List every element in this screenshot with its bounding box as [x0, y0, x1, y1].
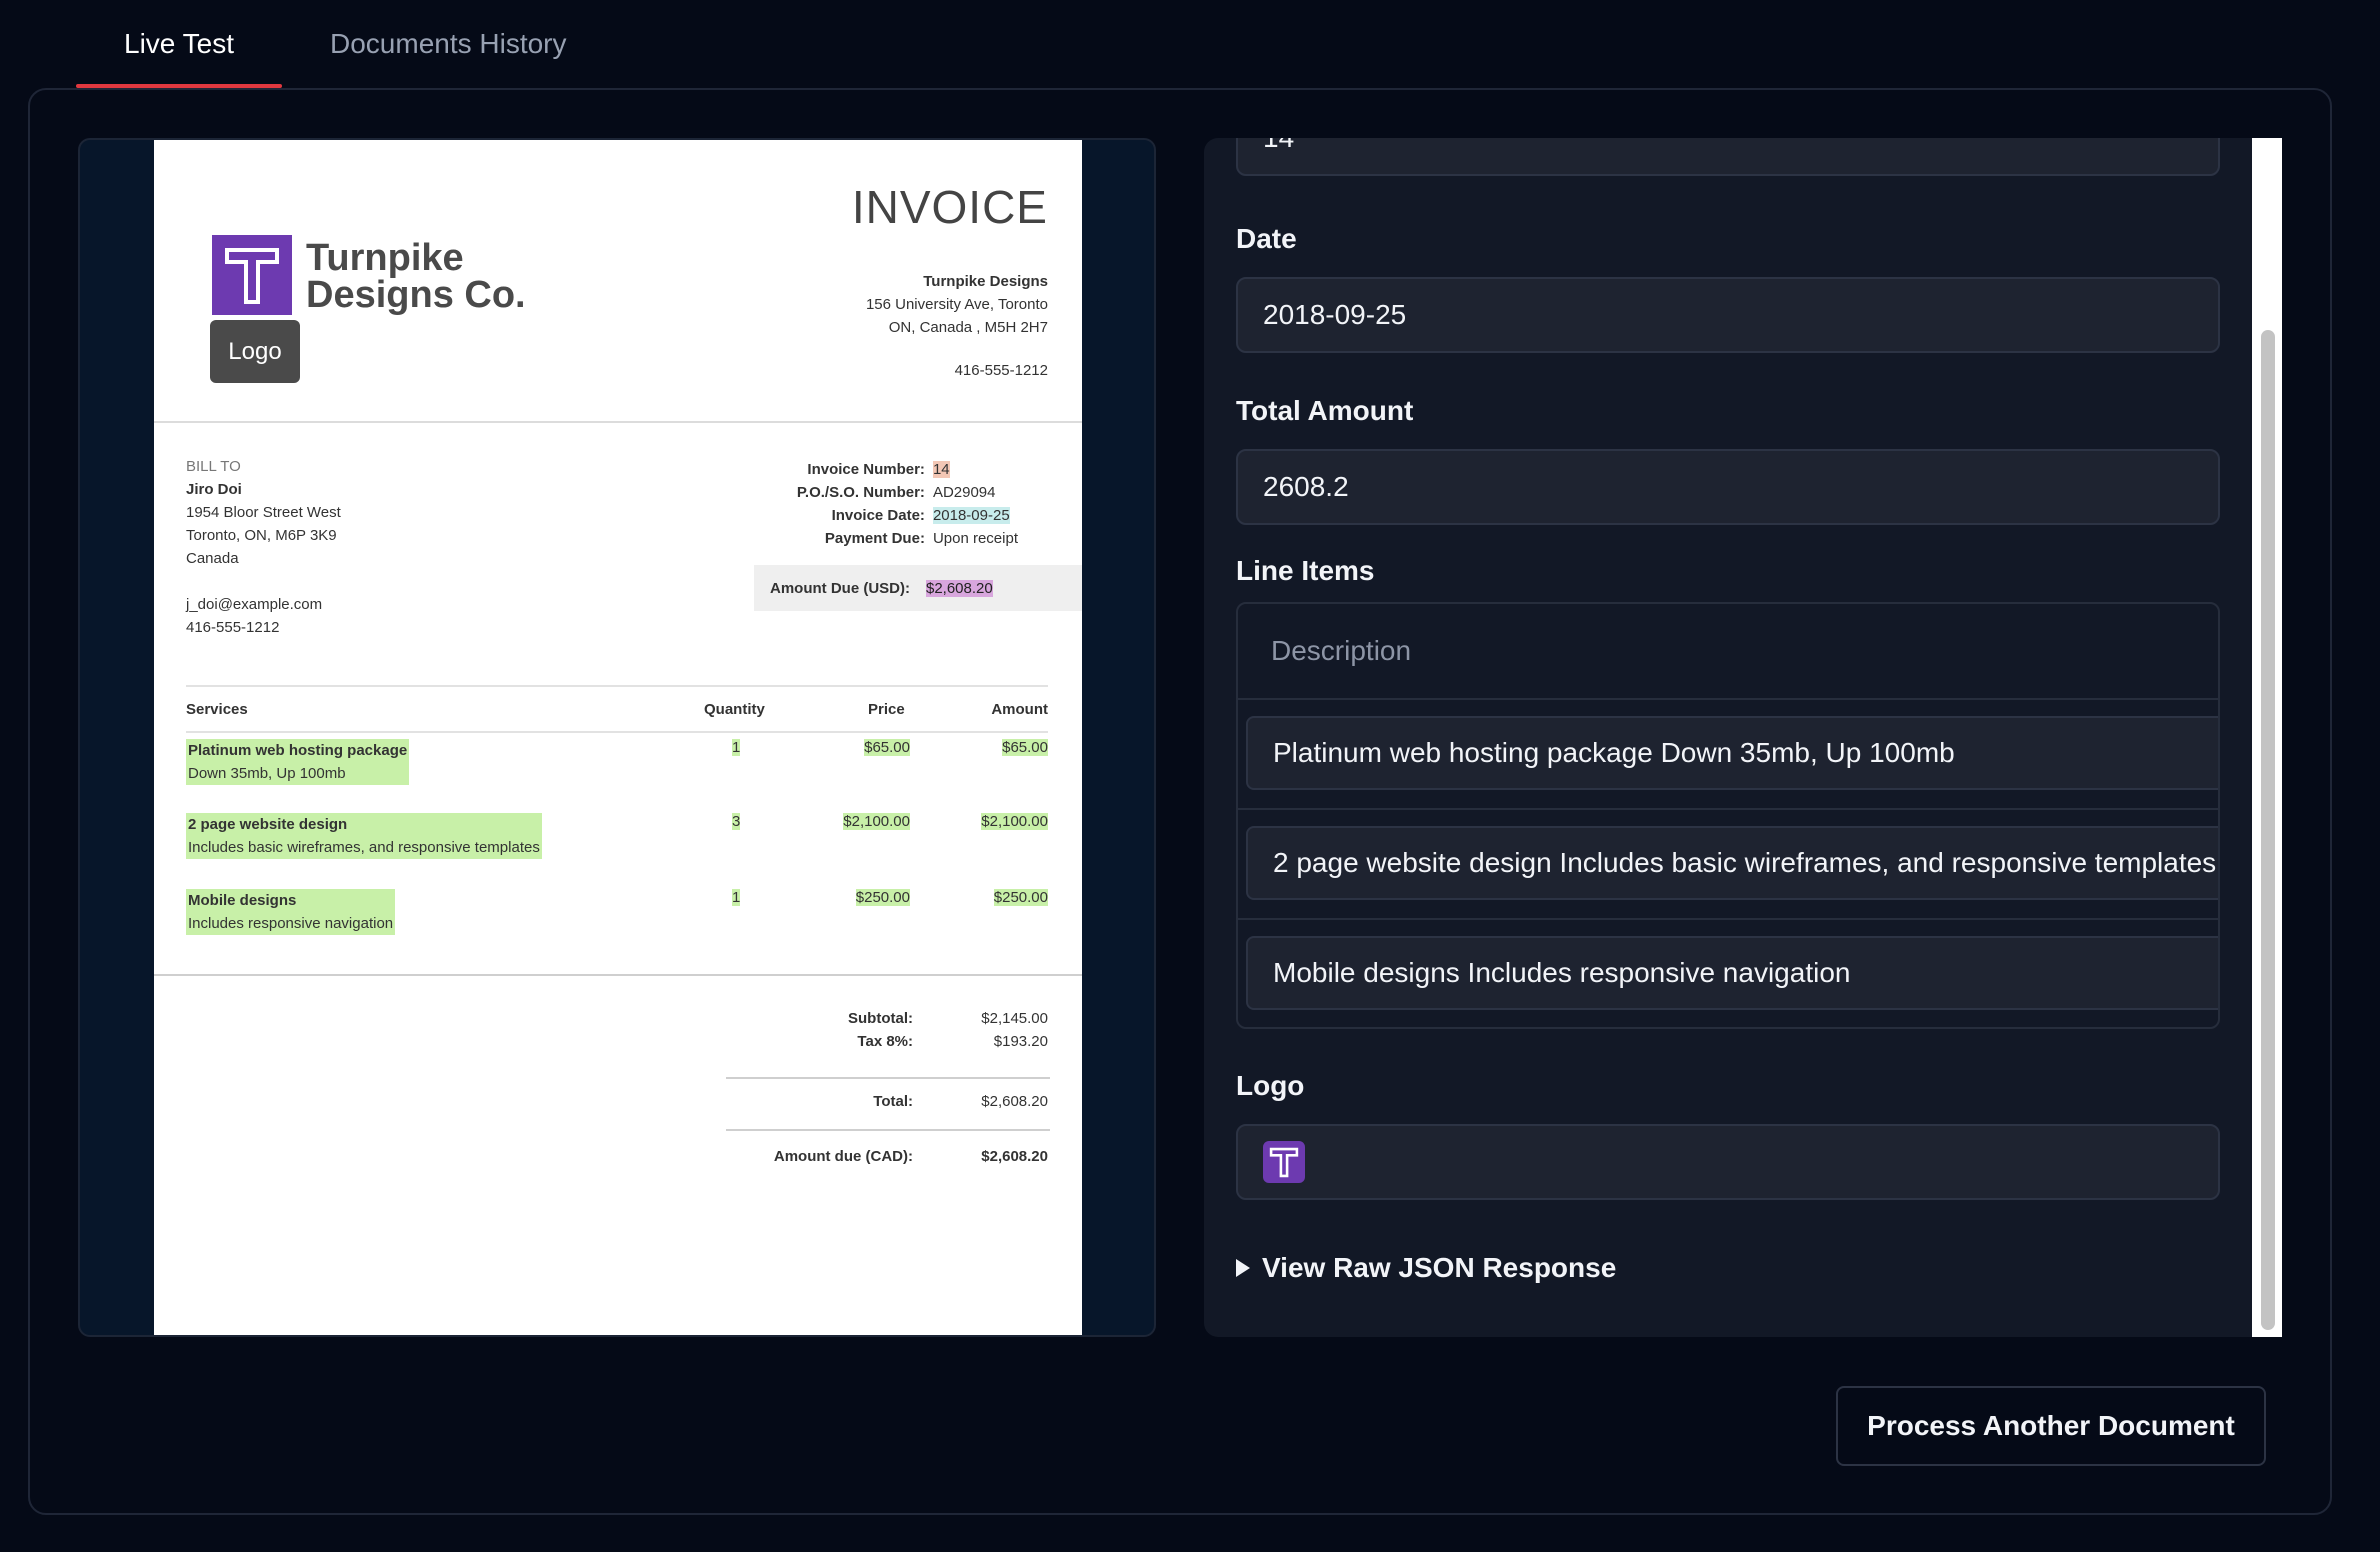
service-description: 2 page website design Includes basic wire… [186, 813, 542, 859]
amount-due-value: $2,608.20 [925, 579, 993, 597]
service-price: $250.00 [855, 889, 910, 906]
invoice-title: INVOICE [851, 181, 1048, 233]
col-quantity: Quantity [704, 701, 765, 718]
subtotal-value: $2,145.00 [981, 1010, 1048, 1027]
line-item-row: Platinum web hosting package Down 35mb, … [1238, 700, 2218, 810]
line-items-header: Description [1238, 604, 2218, 700]
bill-to-label: BILL TO [186, 458, 241, 475]
tax-value: $193.20 [993, 1033, 1048, 1050]
sender-phone: 416-555-1212 [954, 362, 1048, 379]
line-item-input[interactable]: 2 page website design Includes basic wir… [1246, 826, 2218, 900]
line-item-input[interactable]: Mobile designs Includes responsive navig… [1246, 936, 2218, 1010]
invoice-date-value: 2018-09-25 [932, 507, 1010, 524]
company-name-line2: Designs Co. [306, 274, 526, 316]
service-row: Platinum web hosting package Down 35mb, U… [186, 739, 1048, 795]
tab-documents-history[interactable]: Documents History [282, 0, 615, 88]
divider [726, 1129, 1050, 1131]
bill-to: BILL TO Jiro Doi 1954 Bloor Street West … [186, 455, 341, 639]
tab-label: Documents History [330, 28, 567, 59]
line-items-label: Line Items [1236, 555, 1375, 586]
service-detail: Includes basic wireframes, and responsiv… [188, 839, 540, 856]
view-raw-json-label: View Raw JSON Response [1262, 1252, 1617, 1283]
invoice-page: INVOICE Turnpike Designs Co. Logo Turnpi… [154, 140, 1082, 1335]
total-amount-label: Total Amount [1236, 395, 1414, 426]
divider [154, 421, 1082, 423]
service-row: 2 page website design Includes basic wire… [186, 813, 1048, 869]
company-name: Turnpike Designs Co. [306, 237, 526, 316]
tab-bar: Live Test Documents History [76, 0, 615, 88]
invoice-meta: Invoice Number: 14 P.O./S.O. Number: AD290… [797, 458, 1026, 550]
sender-address-line2: ON, Canada , M5H 2H7 [888, 319, 1048, 336]
bill-to-address2: Toronto, ON, M6P 3K9 [186, 527, 337, 544]
meta-label: P.O./S.O. Number: [796, 484, 925, 501]
invoice-number-field[interactable]: 14 [1236, 138, 2220, 176]
line-item-input[interactable]: Platinum web hosting package Down 35mb, … [1246, 716, 2218, 790]
date-label: Date [1236, 223, 1297, 254]
process-another-document-button[interactable]: Process Another Document [1836, 1386, 2266, 1466]
service-qty: 3 [732, 813, 741, 830]
service-amount: $250.00 [993, 889, 1048, 906]
service-description: Mobile designs Includes responsive naviga… [186, 889, 396, 935]
sender-address: Turnpike Designs 156 University Ave, Tor… [866, 270, 1048, 339]
line-item-row: 2 page website design Includes basic wir… [1238, 810, 2218, 920]
services-header: Services Quantity Price Amount [186, 685, 1048, 733]
company-name-line1: Turnpike [306, 237, 464, 279]
meta-label: Invoice Number: [807, 461, 925, 478]
tab-label: Live Test [124, 28, 234, 59]
total-amount-field[interactable]: 2608.2 [1236, 449, 2220, 525]
view-raw-json-toggle[interactable]: View Raw JSON Response [1236, 1252, 1616, 1284]
amount-due-box: Amount Due (USD): $2,608.20 [754, 565, 1082, 611]
line-items-table: Description Platinum web hosting package… [1236, 602, 2220, 1029]
amount-due-label: Amount Due (USD): [770, 579, 910, 597]
service-price: $2,100.00 [843, 813, 910, 830]
service-detail: Down 35mb, Up 100mb [188, 765, 346, 782]
logo-field[interactable] [1236, 1124, 2220, 1200]
service-row: Mobile designs Includes responsive naviga… [186, 889, 1048, 945]
bill-to-country: Canada [186, 550, 239, 567]
col-amount: Amount [991, 701, 1048, 718]
bill-to-address1: 1954 Bloor Street West [186, 504, 341, 521]
date-field[interactable]: 2018-09-25 [1236, 277, 2220, 353]
divider [154, 974, 1082, 976]
service-name: Mobile designs [188, 892, 297, 909]
service-name: Platinum web hosting package [188, 742, 408, 759]
line-item-row: Mobile designs Includes responsive navig… [1238, 920, 2218, 1027]
service-detail: Includes responsive navigation [188, 915, 394, 932]
service-qty: 1 [732, 889, 741, 906]
logo-label: Logo [1236, 1070, 1305, 1101]
invoice-number-value: 14 [932, 461, 950, 478]
logo-thumbnail-icon [1263, 1141, 1305, 1183]
total-label: Total: [873, 1093, 913, 1110]
sender-address-line1: 156 University Ave, Toronto [865, 296, 1048, 313]
meta-label: Invoice Date: [831, 507, 925, 524]
logo-detection-badge: Logo [210, 320, 300, 383]
amount-due-cad-value: $2,608.20 [981, 1148, 1048, 1165]
service-price: $65.00 [864, 739, 910, 756]
service-qty: 1 [732, 739, 741, 756]
service-name: 2 page website design [188, 816, 348, 833]
tab-live-test[interactable]: Live Test [76, 0, 282, 88]
bill-to-phone: 416-555-1212 [186, 619, 280, 636]
divider [726, 1077, 1050, 1079]
amount-due-cad-label: Amount due (CAD): [773, 1148, 913, 1165]
subtotal-label: Subtotal: [848, 1010, 913, 1027]
meta-label: Payment Due: [824, 530, 925, 547]
col-price: Price [868, 701, 905, 718]
company-logo-icon [212, 235, 292, 315]
bill-to-name: Jiro Doi [186, 481, 242, 498]
disclosure-triangle-icon [1236, 1259, 1250, 1277]
po-value: AD29094 [932, 484, 996, 501]
extraction-results-panel[interactable]: 14 Date 2018-09-25 Total Amount 2608.2 L… [1204, 138, 2282, 1337]
payment-due-value: Upon receipt [932, 530, 1018, 547]
sender-name: Turnpike Designs [923, 273, 1048, 290]
col-services: Services [186, 701, 248, 718]
service-amount: $2,100.00 [981, 813, 1048, 830]
bill-to-email: j_doi@example.com [186, 596, 323, 613]
tax-label: Tax 8%: [857, 1033, 913, 1050]
total-value: $2,608.20 [981, 1093, 1048, 1110]
scrollbar-thumb[interactable] [2261, 330, 2275, 1330]
document-preview[interactable]: INVOICE Turnpike Designs Co. Logo Turnpi… [78, 138, 1156, 1337]
service-amount: $65.00 [1002, 739, 1048, 756]
service-description: Platinum web hosting package Down 35mb, U… [186, 739, 410, 785]
